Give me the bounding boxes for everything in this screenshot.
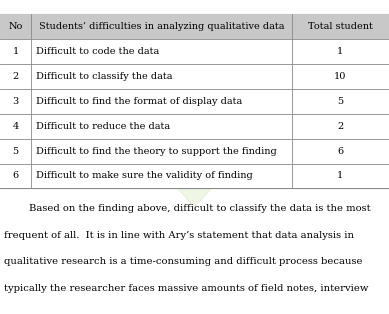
Text: 1: 1 bbox=[337, 47, 343, 56]
Text: 10: 10 bbox=[334, 72, 347, 81]
Bar bbox=[292, 39, 389, 64]
Bar bbox=[292, 64, 389, 89]
Bar bbox=[0, 64, 31, 89]
Bar bbox=[292, 89, 389, 114]
Bar bbox=[0, 164, 31, 188]
Text: Difficult to make sure the validity of finding: Difficult to make sure the validity of f… bbox=[36, 171, 252, 181]
Circle shape bbox=[178, 106, 211, 133]
Text: 6: 6 bbox=[12, 171, 19, 181]
Bar bbox=[292, 138, 389, 164]
Bar bbox=[31, 64, 292, 89]
Text: Difficult to find the format of display data: Difficult to find the format of display … bbox=[36, 97, 242, 106]
Text: 1: 1 bbox=[12, 47, 19, 56]
Bar bbox=[0, 89, 31, 114]
Text: Difficult to reduce the data: Difficult to reduce the data bbox=[36, 122, 170, 131]
Text: 2: 2 bbox=[337, 122, 343, 131]
Bar bbox=[31, 114, 292, 138]
Text: Total student: Total student bbox=[308, 22, 373, 31]
Bar bbox=[292, 164, 389, 188]
Text: frequent of all.  It is in line with Ary’s statement that data analysis in: frequent of all. It is in line with Ary’… bbox=[4, 231, 354, 240]
Text: Students’ difficulties in analyzing qualitative data: Students’ difficulties in analyzing qual… bbox=[39, 22, 284, 31]
Bar bbox=[0, 39, 31, 64]
Text: 1: 1 bbox=[337, 171, 343, 181]
Text: qualitative research is a time-consuming and difficult process because: qualitative research is a time-consuming… bbox=[4, 257, 363, 267]
Text: 4: 4 bbox=[12, 122, 19, 131]
Text: 6: 6 bbox=[337, 147, 343, 155]
Bar bbox=[31, 164, 292, 188]
Text: No: No bbox=[9, 22, 23, 31]
Bar bbox=[292, 114, 389, 138]
Bar bbox=[31, 138, 292, 164]
Text: 3: 3 bbox=[12, 97, 19, 106]
Text: Difficult to code the data: Difficult to code the data bbox=[36, 47, 159, 56]
Text: Based on the finding above, difficult to classify the data is the most: Based on the finding above, difficult to… bbox=[4, 204, 370, 213]
Bar bbox=[0, 14, 389, 188]
Polygon shape bbox=[116, 31, 273, 207]
Text: Difficult to classify the data: Difficult to classify the data bbox=[36, 72, 172, 81]
Text: 5: 5 bbox=[12, 147, 19, 155]
Bar bbox=[0, 14, 31, 39]
Polygon shape bbox=[149, 68, 240, 170]
Text: Difficult to find the theory to support the finding: Difficult to find the theory to support … bbox=[36, 147, 277, 155]
Bar bbox=[0, 114, 31, 138]
Text: typically the researcher faces massive amounts of field notes, interview: typically the researcher faces massive a… bbox=[4, 284, 368, 293]
Bar bbox=[292, 14, 389, 39]
Bar bbox=[31, 89, 292, 114]
Bar bbox=[31, 39, 292, 64]
Bar bbox=[0, 138, 31, 164]
Bar bbox=[31, 14, 292, 39]
Text: 5: 5 bbox=[337, 97, 343, 106]
Text: 2: 2 bbox=[12, 72, 19, 81]
